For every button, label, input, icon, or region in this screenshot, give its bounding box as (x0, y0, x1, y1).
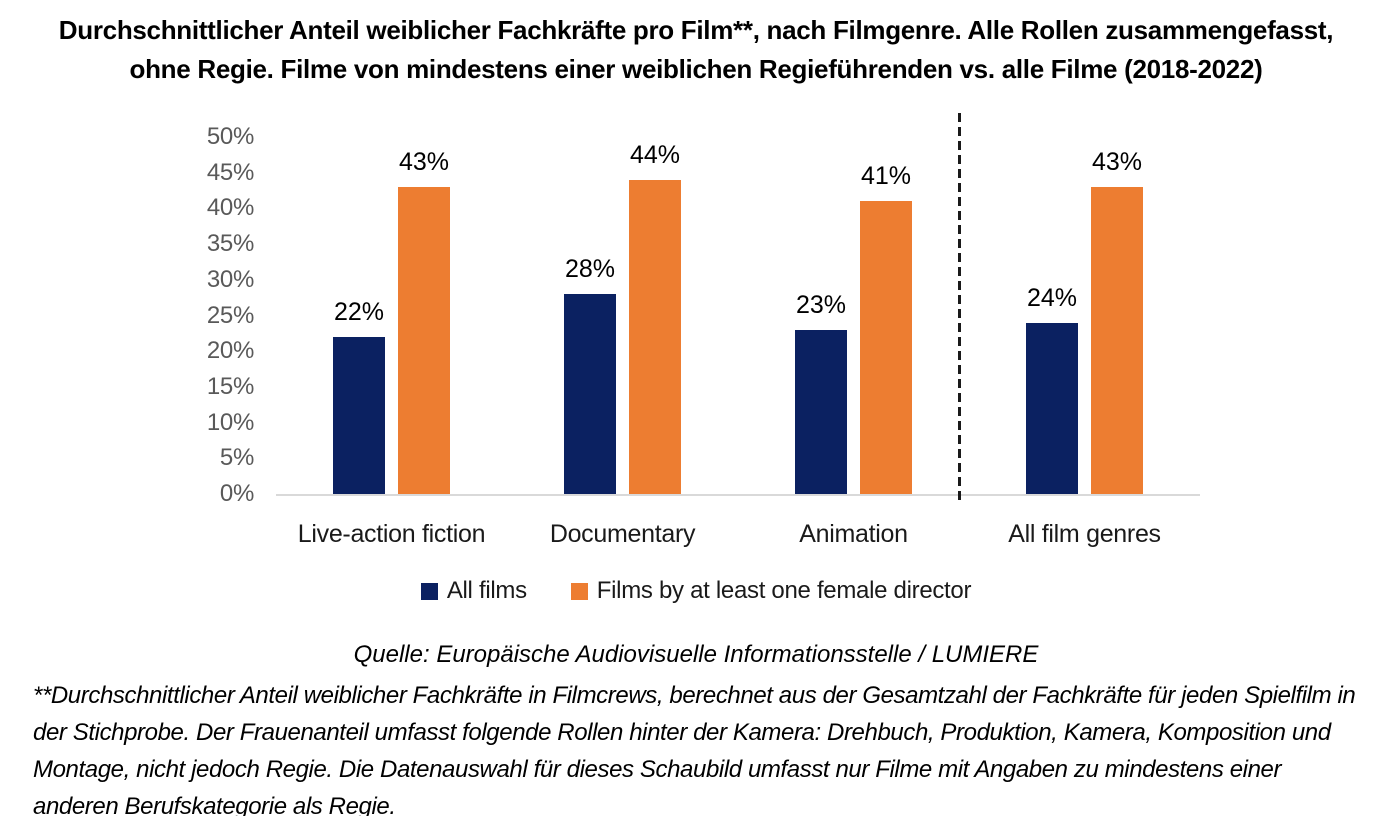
footnote: **Durchschnittlicher Anteil weiblicher F… (33, 682, 1356, 816)
y-axis-tick-label: 5% (219, 444, 254, 472)
separator-dashed-line (958, 113, 961, 501)
x-axis-label-3: All film genres (1008, 520, 1161, 548)
bar-all-films-3 (1026, 322, 1078, 494)
y-axis-tick-label: 35% (206, 230, 254, 258)
y-axis-tick-label: 20% (206, 337, 254, 365)
y-axis-tick-label: 15% (206, 372, 254, 400)
y-axis-tick-label: 45% (206, 158, 254, 186)
bar-value-label: 22% (333, 297, 385, 326)
chart-title: Durchschnittlicher Anteil weiblicher Fac… (58, 15, 1334, 84)
bar-value-label: 43% (398, 147, 450, 176)
bar-value-label: 28% (564, 255, 616, 284)
bar-female-director-0 (398, 186, 450, 494)
bar-value-label: 23% (795, 290, 847, 319)
y-axis-tick-label: 10% (206, 408, 254, 436)
legend-item-all-films: All films (420, 577, 527, 605)
x-axis-label-2: Animation (799, 520, 908, 548)
y-axis-tick-label: 30% (206, 265, 254, 293)
legend-item-female-director-films: Films by at least one female director (570, 577, 972, 605)
legend-swatch-all-films-icon (420, 582, 438, 600)
x-axis-label-0: Live-action fiction (297, 520, 486, 548)
source-line: Quelle: Europäische Audiovisuelle Inform… (353, 641, 1039, 668)
bar-value-label: 44% (629, 140, 681, 169)
bar-all-films-1 (564, 294, 616, 494)
legend-label-female-director-films: Films by at least one female director (596, 577, 972, 604)
bar-value-label: 41% (860, 162, 912, 191)
bar-all-films-0 (333, 336, 385, 494)
y-axis-tick-label: 40% (206, 194, 254, 222)
bar-value-label: 43% (1091, 147, 1143, 176)
legend: All films Films by at least one female d… (0, 577, 1392, 605)
bar-female-director-3 (1091, 186, 1143, 494)
bar-all-films-2 (795, 329, 847, 494)
legend-swatch-female-director-films-icon (570, 582, 588, 600)
y-axis-tick-label: 0% (219, 480, 254, 507)
x-axis-line (276, 494, 1200, 496)
legend-label-all-films: All films (446, 577, 527, 604)
bar-value-label: 24% (1026, 283, 1078, 312)
y-axis-tick-label: 25% (206, 301, 254, 329)
bar-female-director-1 (629, 179, 681, 494)
bar-female-director-2 (860, 201, 912, 494)
x-axis-label-1: Documentary (549, 520, 696, 548)
y-axis-tick-label: 50% (206, 123, 254, 150)
